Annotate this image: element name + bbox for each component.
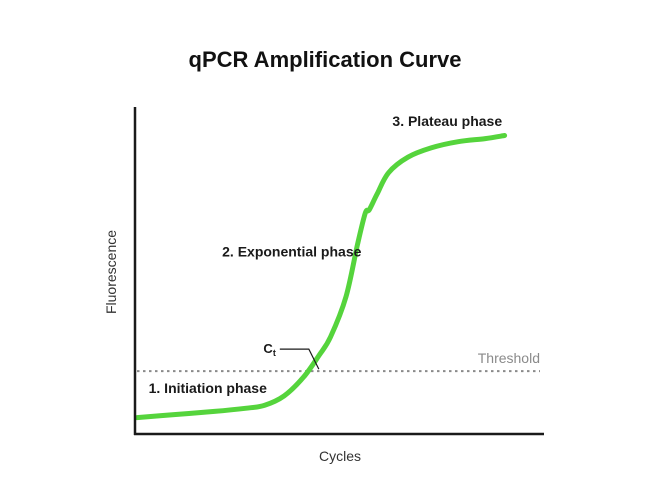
phase-annotation: 1. Initiation phase — [149, 380, 267, 396]
ct-label: Ct — [263, 341, 275, 358]
y-axis-label: Fluorescence — [103, 230, 119, 314]
plot-area: Threshold Ct 1. Initiation phase 2. Exponen… — [134, 113, 540, 421]
chart-title: qPCR Amplification Curve — [189, 47, 462, 72]
threshold-label: Threshold — [478, 350, 540, 366]
amplification-curve-line — [134, 133, 508, 421]
ct-leader-line — [279, 348, 320, 370]
phase-annotation: 2. Exponential phase — [222, 243, 361, 259]
x-axis-label: Cycles — [319, 448, 361, 464]
phase-annotation: 3. Plateau phase — [392, 113, 502, 129]
